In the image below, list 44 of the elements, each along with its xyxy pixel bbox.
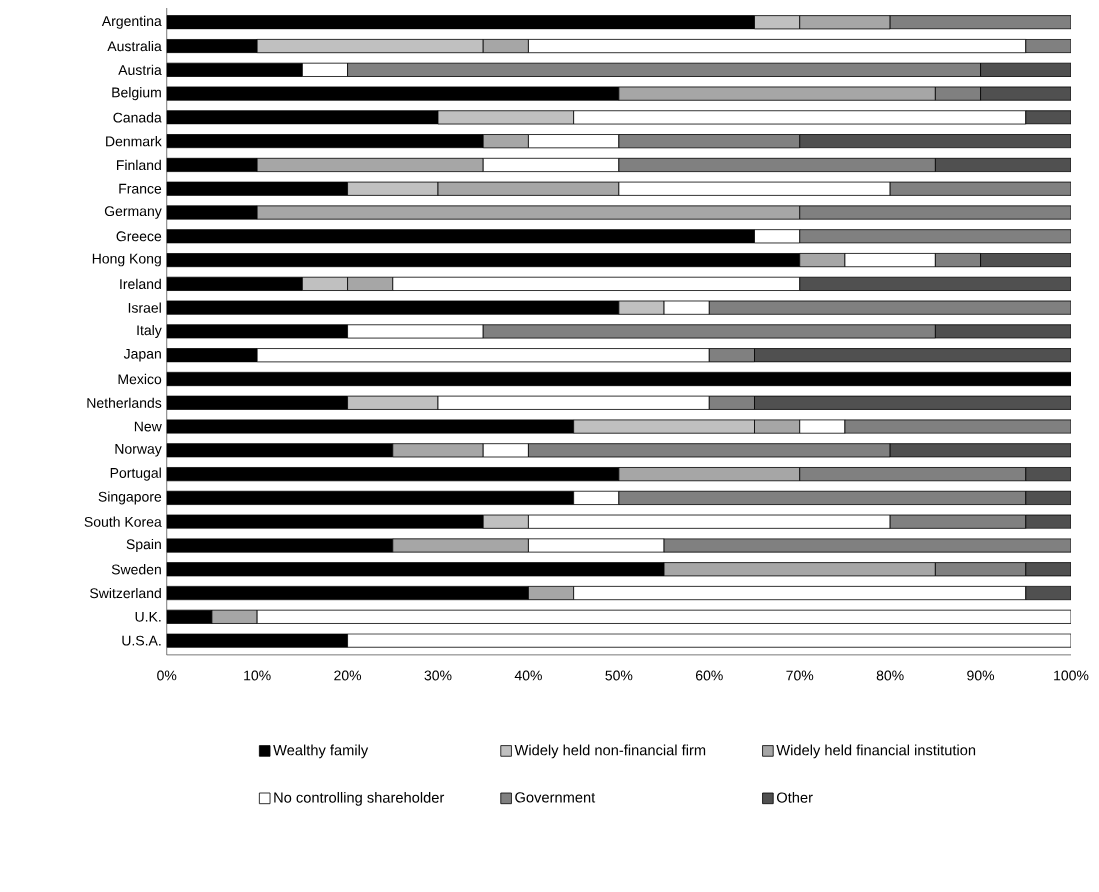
y-tick-label: Spain bbox=[126, 538, 161, 552]
y-tick-label: Singapore bbox=[98, 491, 162, 505]
y-tick-label: Canada bbox=[113, 112, 162, 123]
y-tick-label: Australia bbox=[107, 40, 162, 52]
y-tick-label: Sweden bbox=[111, 563, 161, 575]
y-tick-label: France bbox=[119, 183, 162, 194]
y-tick-label: Greece bbox=[116, 231, 162, 242]
y-tick-label: New bbox=[134, 421, 162, 432]
y-tick-label: Belgium bbox=[112, 86, 161, 101]
x-tick-label: 90% bbox=[967, 670, 995, 681]
y-tick-label: Portugal bbox=[110, 467, 161, 481]
y-tick-label: U.S.A. bbox=[122, 635, 161, 646]
x-tick-label: 0% bbox=[157, 670, 177, 681]
y-tick-label: Japan bbox=[123, 348, 161, 362]
legend-label: Widely held non-financial firm bbox=[514, 744, 706, 759]
x-tick-label: 20% bbox=[334, 670, 362, 681]
x-tick-label: 70% bbox=[786, 670, 814, 681]
y-tick-label: Italy bbox=[137, 324, 162, 338]
y-tick-label: Hong Kong bbox=[92, 253, 161, 267]
y-tick-label: Norway bbox=[115, 443, 162, 457]
legend-label: Other bbox=[776, 791, 813, 803]
legend-label: Widely held financial institution bbox=[776, 744, 976, 759]
x-tick-label: 40% bbox=[514, 670, 542, 681]
y-tick-label: Germany bbox=[104, 206, 162, 219]
x-tick-label: 10% bbox=[244, 670, 271, 681]
legend-label: Government bbox=[515, 792, 596, 803]
y-tick-label: South Korea bbox=[84, 516, 162, 527]
y-tick-label: Switzerland bbox=[90, 587, 161, 599]
y-tick-label: Ireland bbox=[120, 278, 161, 289]
x-tick-label: 60% bbox=[695, 670, 723, 681]
y-tick-label: Netherlands bbox=[87, 397, 162, 408]
y-tick-label: U.K. bbox=[135, 611, 161, 622]
legend-label: Wealthy family bbox=[273, 744, 369, 759]
legend-label: No controlling shareholder bbox=[274, 791, 445, 806]
y-tick-label: Israel bbox=[128, 302, 161, 313]
x-tick-label: 100% bbox=[1054, 670, 1089, 681]
y-tick-label: Argentina bbox=[101, 15, 162, 29]
y-tick-label: Mexico bbox=[118, 373, 162, 385]
x-tick-label: 80% bbox=[876, 670, 904, 681]
y-tick-label: Finland bbox=[117, 159, 161, 170]
y-tick-label: Denmark bbox=[106, 135, 162, 147]
x-tick-label: 30% bbox=[424, 670, 452, 681]
y-tick-label: Austria bbox=[118, 64, 162, 75]
x-tick-label: 50% bbox=[605, 670, 633, 681]
